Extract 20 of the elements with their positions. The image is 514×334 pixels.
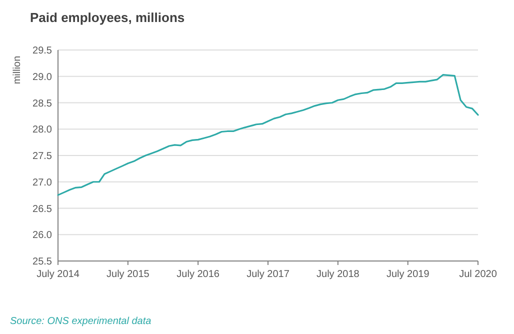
x-tick-label: Jul 2020 — [459, 269, 498, 280]
y-axis-title: million — [12, 56, 23, 84]
x-tick-label: July 2016 — [176, 269, 220, 280]
y-tick-label: 29.5 — [32, 46, 52, 56]
y-tick-label: 25.5 — [32, 256, 52, 268]
x-tick-label: July 2019 — [386, 269, 430, 280]
y-tick-label: 28.5 — [32, 98, 52, 110]
y-tick-label: 27.5 — [32, 151, 52, 162]
chart-title: Paid employees, millions — [30, 10, 185, 25]
x-tick-label: July 2018 — [316, 269, 360, 280]
y-tick-label: 28.0 — [32, 124, 52, 136]
y-tick-label: 26.0 — [32, 230, 52, 242]
x-tick-label: July 2017 — [246, 269, 290, 280]
y-tick-label: 26.5 — [32, 204, 52, 215]
line-series — [57, 74, 479, 196]
x-tick-label: July 2015 — [106, 269, 150, 280]
source-note: Source: ONS experimental data — [10, 316, 152, 327]
y-tick-label: 29.0 — [32, 72, 52, 83]
y-tick-label: 27.0 — [32, 177, 52, 188]
x-tick-label: July 2014 — [36, 269, 80, 280]
